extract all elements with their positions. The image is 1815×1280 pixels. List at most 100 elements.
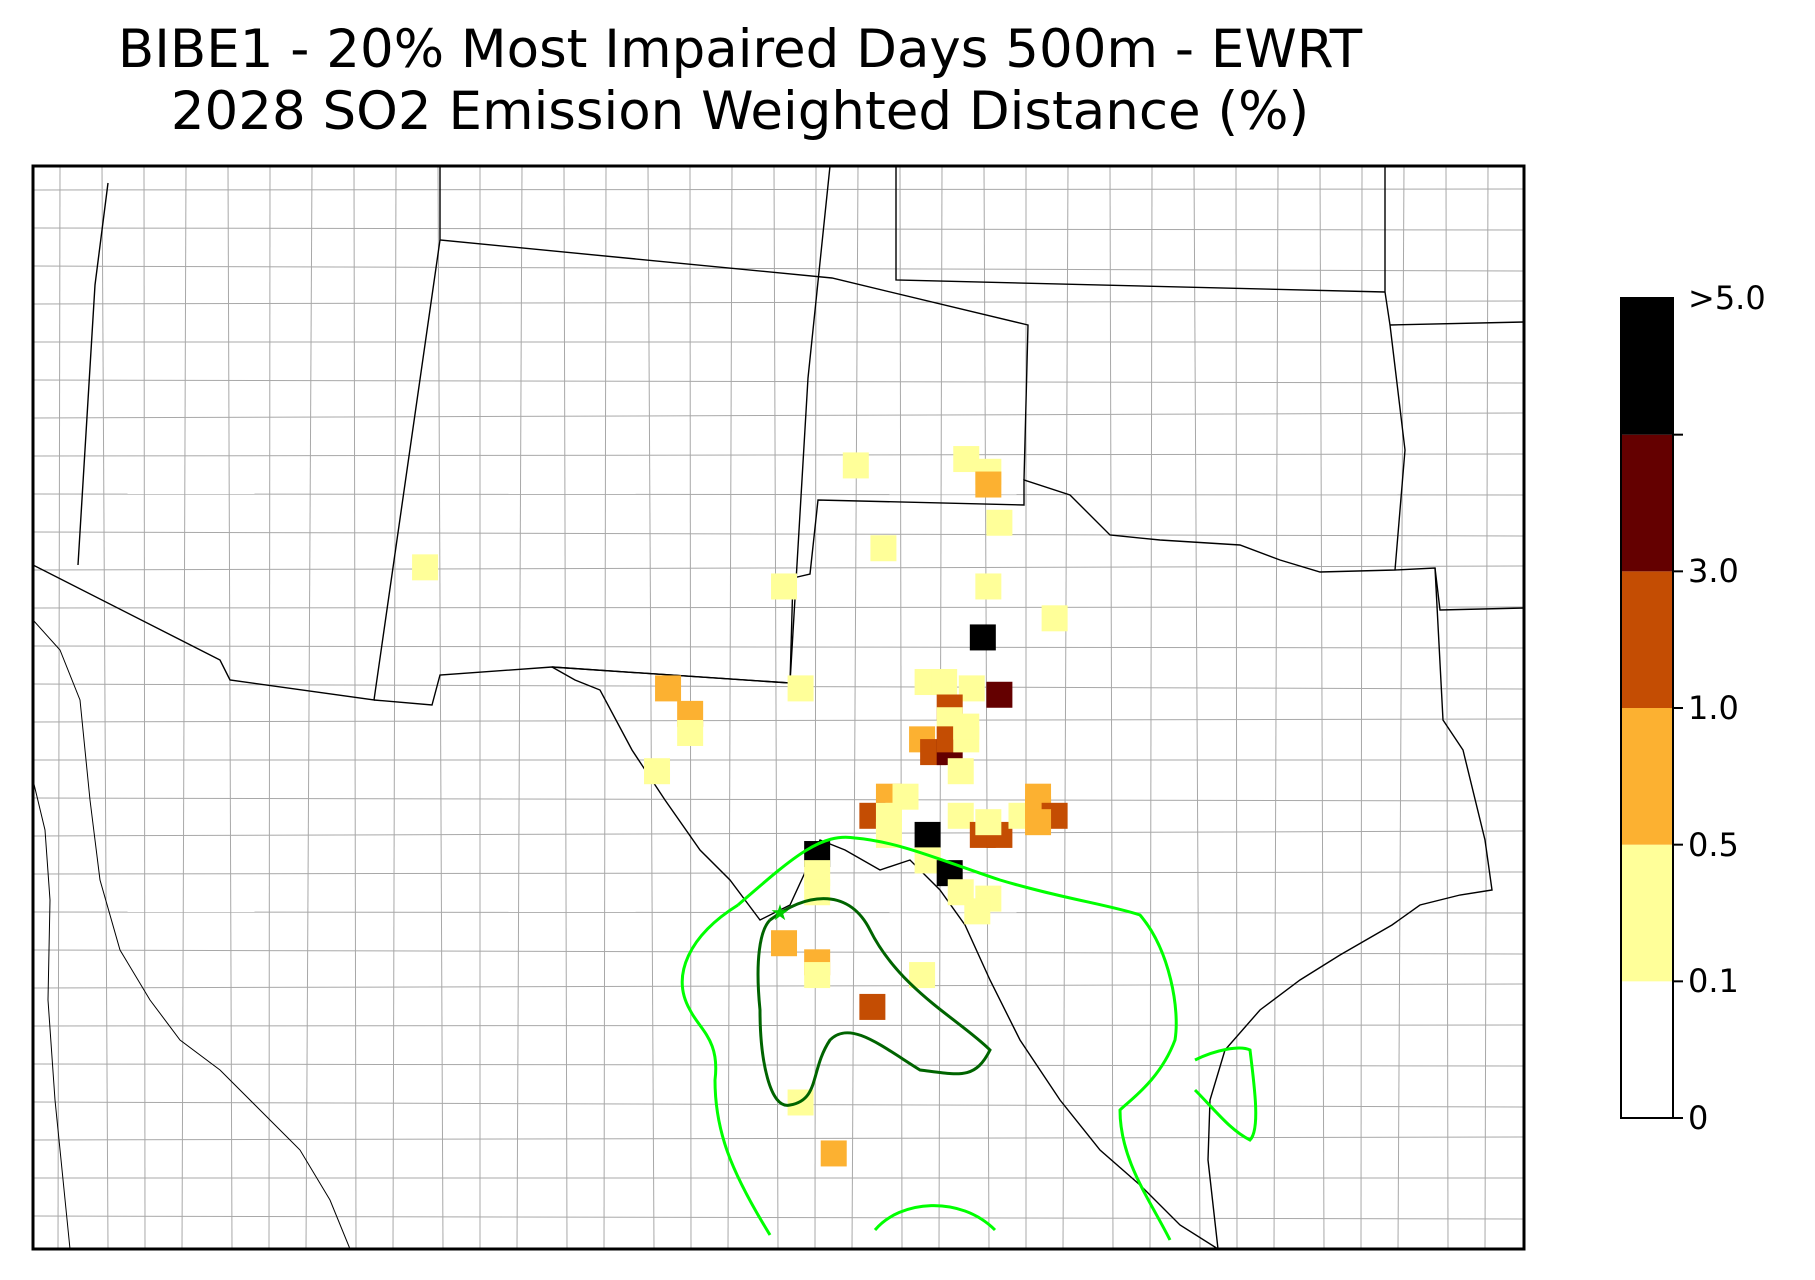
- new-mexico-boundary: [373, 166, 831, 706]
- emission-cell: [969, 624, 996, 651]
- county-line: [33, 1136, 1524, 1141]
- emission-cell: [975, 573, 1002, 600]
- colorbar-tick-label: 0.5: [1688, 825, 1739, 864]
- county-line: [33, 265, 1524, 272]
- emission-cell: [677, 719, 704, 746]
- emission-cell: [1041, 605, 1068, 632]
- emission-cell: [804, 962, 831, 989]
- county-line: [814, 166, 817, 1249]
- county-line: [1484, 166, 1489, 1249]
- county-line: [33, 830, 1524, 837]
- colorbar-segment: [1621, 571, 1673, 708]
- emission-cell: [787, 675, 814, 702]
- county-line: [1319, 166, 1325, 1249]
- county-line: [1360, 166, 1363, 1249]
- county-line: [101, 166, 109, 1249]
- colorbar: [1620, 297, 1683, 1119]
- emission-cell: [947, 802, 974, 829]
- county-line: [1235, 166, 1238, 1249]
- county-line: [33, 797, 1524, 802]
- colorado-boundary: [439, 166, 1029, 481]
- county-line: [33, 493, 1524, 496]
- coast-contour: [1193, 1046, 1258, 1142]
- county-line: [1062, 166, 1069, 1249]
- county-line: [33, 1063, 1524, 1067]
- kansas-boundary: [895, 166, 1386, 293]
- emission-cell: [975, 809, 1002, 836]
- emission-cell: [914, 821, 941, 848]
- arkansas-boundary: [1389, 321, 1524, 326]
- colorbar-segment: [1621, 434, 1673, 572]
- louisiana-boundary: [1434, 567, 1524, 611]
- emission-cell: [870, 535, 897, 562]
- colorbar-segment: [1621, 298, 1673, 435]
- county-line: [33, 412, 1524, 419]
- emission-cell: [412, 554, 439, 581]
- county-line: [33, 1024, 1524, 1027]
- colorbar-tick-label: >5.0: [1688, 279, 1766, 317]
- county-line: [268, 166, 271, 1249]
- utah-boundary: [77, 182, 109, 566]
- county-line: [181, 166, 187, 1249]
- county-line: [33, 683, 1524, 690]
- map-title-line2: 2028 SO2 Emission Weighted Distance (%): [170, 81, 1310, 142]
- emission-cell: [964, 898, 991, 925]
- county-line: [392, 166, 397, 1249]
- county-line: [33, 531, 1524, 537]
- county-line: [33, 983, 1524, 989]
- emission-cell: [1025, 809, 1052, 836]
- county-line: [727, 166, 733, 1249]
- emission-cell: [986, 509, 1013, 536]
- county-line: [33, 300, 1524, 305]
- county-line: [33, 379, 1524, 384]
- arizona-boundary: [33, 239, 441, 701]
- county-line: [603, 166, 607, 1249]
- colorbar-tick-label: 0.1: [1688, 962, 1739, 1001]
- county-line: [516, 166, 523, 1249]
- colorbar-segment: [1621, 844, 1673, 982]
- mexico-coast: [33, 619, 351, 1249]
- state-boundaries: [33, 166, 1524, 1249]
- star-icon: ★: [770, 901, 790, 926]
- south-contour: [873, 1204, 997, 1232]
- emission-cell: [975, 471, 1002, 498]
- emission-cell: [953, 713, 980, 740]
- map-title-line1: BIBE1 - 20% Most Impaired Days 500m - EW…: [117, 19, 1363, 80]
- county-line: [353, 166, 357, 1249]
- county-line: [437, 166, 444, 1249]
- map-frame: [31, 164, 1526, 1251]
- emission-cell: [986, 681, 1013, 708]
- county-line: [227, 166, 233, 1249]
- emission-cell: [655, 675, 682, 702]
- county-line: [33, 718, 1524, 723]
- county-line: [305, 166, 313, 1249]
- county-line: [773, 166, 779, 1249]
- emission-cells: [412, 446, 1068, 1167]
- county-line: [1149, 166, 1153, 1249]
- emission-cell: [771, 573, 798, 600]
- inner-contour: [756, 897, 992, 1107]
- colorbar-tick-label: 1.0: [1688, 689, 1739, 727]
- contour-lines: [680, 835, 1258, 1241]
- baja-coast: [33, 779, 71, 1249]
- county-line: [1109, 166, 1114, 1249]
- county-boundaries: [33, 166, 1524, 1249]
- colorbar-segment: [1621, 708, 1673, 845]
- county-line: [33, 1101, 1524, 1108]
- county-line: [33, 871, 1524, 875]
- outer-contour: [737, 835, 1178, 1241]
- county-line: [143, 166, 146, 1249]
- county-line: [899, 166, 903, 1249]
- colorbar-tick-label: 0: [1688, 1099, 1709, 1137]
- county-line: [57, 166, 61, 1249]
- county-line: [33, 453, 1524, 457]
- emission-cell: [958, 675, 985, 702]
- emission-cell: [859, 993, 886, 1020]
- colorbar-tick-label: 3.0: [1688, 552, 1739, 591]
- emission-cell: [820, 1140, 847, 1167]
- colorbar-segment: [1621, 981, 1673, 1118]
- emission-cell: [771, 930, 798, 957]
- county-line: [33, 188, 1524, 191]
- county-line: [851, 166, 859, 1249]
